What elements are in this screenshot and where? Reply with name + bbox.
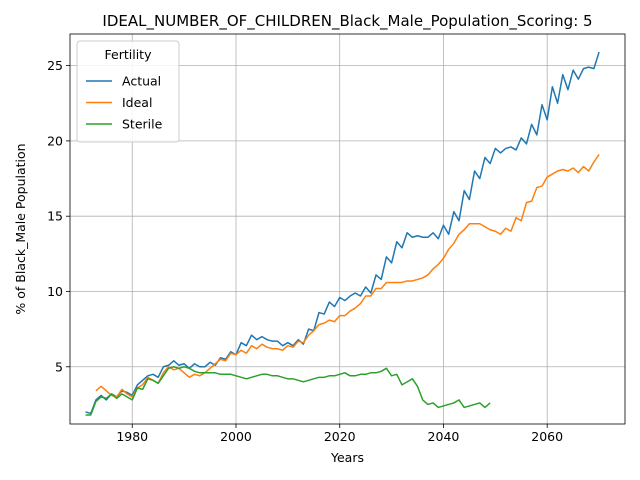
legend-label-actual: Actual [122,74,161,89]
series-line-sterile [85,366,491,416]
series-line-actual [85,51,600,415]
y-tick-label: 5 [55,359,63,374]
series-layer [85,51,600,416]
y-tick-label: 15 [47,209,63,224]
x-tick-label: 2000 [220,429,252,444]
legend-label-ideal: Ideal [122,95,152,110]
legend: Fertility Actual Ideal Sterile [76,40,180,143]
x-axis-label: Years [330,450,364,465]
y-tick-label: 20 [47,133,63,148]
chart-title: IDEAL_NUMBER_OF_CHILDREN_Black_Male_Popu… [102,12,592,31]
plot-frame [69,33,626,425]
series-line-ideal [95,154,600,398]
axis-ticks: 1980 2000 2020 2040 2060 5 10 15 20 25 [47,58,563,444]
x-tick-label: 1980 [116,429,148,444]
legend-title: Fertility [105,47,153,62]
x-tick-label: 2060 [531,429,563,444]
x-tick-label: 2020 [324,429,356,444]
legend-box [76,40,180,143]
legend-label-sterile: Sterile [122,117,163,132]
y-tick-label: 25 [47,58,63,73]
x-tick-label: 2040 [428,429,460,444]
y-axis-label: % of Black_Male Population [13,143,28,314]
y-tick-label: 10 [47,284,63,299]
